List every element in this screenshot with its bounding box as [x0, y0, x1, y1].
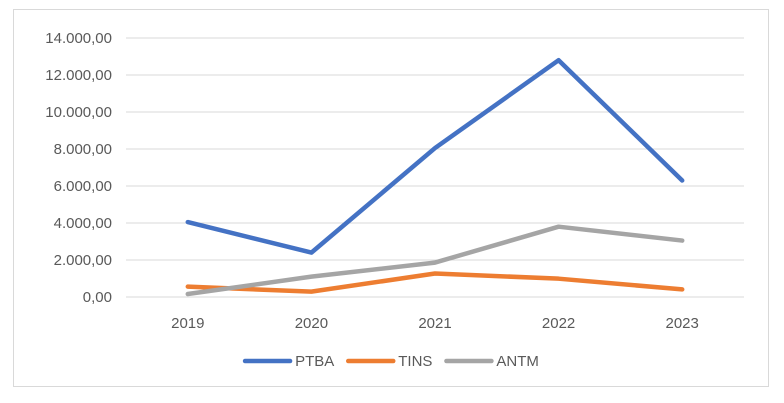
gridlines: [126, 37, 744, 298]
y-tick-label: 2.000,00: [54, 252, 112, 269]
y-tick-label: 12.000,00: [45, 67, 112, 84]
y-tick-label: 10.000,00: [45, 104, 112, 121]
x-tick-label: 2019: [171, 315, 204, 332]
legend-label: TINS: [398, 353, 432, 370]
y-tick-label: 14.000,00: [45, 30, 112, 47]
x-tick-label: 2020: [295, 315, 328, 332]
series-lines: [185, 57, 685, 297]
series-line-tins: [185, 271, 685, 294]
y-tick-label: 6.000,00: [54, 178, 112, 195]
series-line-antm: [185, 224, 685, 297]
x-tick-label: 2022: [542, 315, 575, 332]
series-line-ptba: [185, 57, 685, 255]
y-axis-tick-labels: 0,00 2.000,00 4.000,00 6.000,00 8.000,00 10.0…: [45, 30, 112, 306]
legend-item-ptba: PTBA: [242, 353, 334, 370]
legend-label: ANTM: [496, 353, 539, 370]
y-tick-label: 4.000,00: [54, 215, 112, 232]
legend: PTBA TINS ANTM: [242, 353, 539, 370]
x-axis-tick-labels: 2019 2020 2021 2022 2023: [171, 315, 699, 332]
legend-item-tins: TINS: [346, 353, 432, 370]
line-chart: 0,00 2.000,00 4.000,00 6.000,00 8.000,00 10.0…: [45, 30, 744, 370]
y-tick-label: 8.000,00: [54, 141, 112, 158]
legend-label: PTBA: [295, 353, 334, 370]
x-tick-label: 2023: [666, 315, 699, 332]
y-tick-label: 0,00: [83, 289, 112, 306]
legend-item-antm: ANTM: [444, 353, 539, 370]
x-tick-label: 2021: [418, 315, 451, 332]
chart-frame: 0,00 2.000,00 4.000,00 6.000,00 8.000,00 10.0…: [13, 9, 769, 387]
